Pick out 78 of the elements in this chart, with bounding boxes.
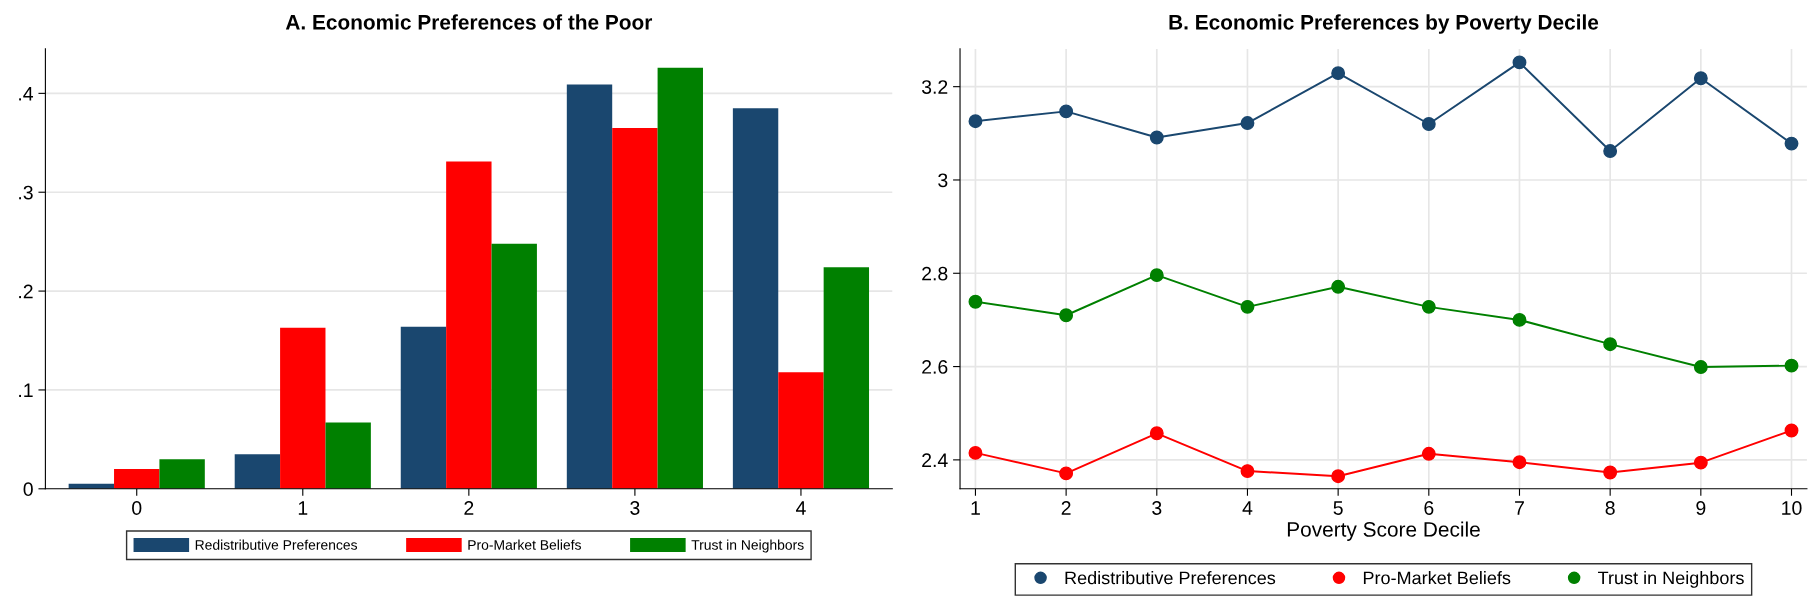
point — [1512, 455, 1527, 470]
y-tick-label: 2.4 — [922, 453, 948, 467]
point — [1693, 455, 1708, 470]
point — [1421, 446, 1436, 461]
bar — [400, 326, 447, 489]
y-tick-label: .4 — [19, 87, 34, 101]
x-tick-label: 8 — [1605, 501, 1615, 515]
bar — [823, 267, 870, 489]
bar — [612, 127, 658, 489]
point — [1603, 465, 1618, 480]
bar — [566, 84, 613, 489]
chart-title: A. Economic Preferences of the Poor — [285, 14, 653, 30]
bar — [159, 459, 205, 489]
point — [1059, 104, 1074, 119]
point — [968, 294, 983, 309]
y-tick-label: 2.8 — [922, 266, 948, 281]
point — [1331, 469, 1346, 484]
bar — [446, 161, 492, 489]
legend-label: Redistributive Preferences — [195, 539, 358, 550]
x-tick-label: 0 — [132, 501, 142, 515]
x-tick-label: 2 — [464, 501, 474, 515]
point — [1693, 360, 1708, 374]
point — [1240, 299, 1255, 314]
point — [1603, 144, 1618, 158]
point — [1240, 464, 1255, 479]
point — [1149, 426, 1164, 441]
point — [1421, 117, 1436, 131]
y-tick-label: .2 — [19, 284, 33, 299]
x-tick-label: 6 — [1424, 501, 1434, 515]
point — [968, 114, 983, 129]
point — [1149, 130, 1164, 145]
x-tick-label: 9 — [1696, 501, 1706, 515]
point — [968, 445, 983, 460]
x-tick-label: 7 — [1515, 501, 1524, 515]
x-axis-title: Poverty Score Decile — [1287, 521, 1480, 541]
legend-label: Trust in Neighbors — [691, 539, 804, 553]
bar — [657, 67, 703, 489]
bar — [234, 454, 281, 489]
x-tick-label: 3 — [630, 501, 640, 515]
point — [1784, 423, 1799, 438]
legend-label: Pro-Market Beliefs — [468, 539, 581, 550]
point — [1331, 66, 1346, 81]
y-tick-label: .1 — [19, 383, 33, 397]
x-tick-label: 1 — [971, 501, 980, 515]
bar — [114, 469, 160, 489]
point — [1331, 279, 1346, 294]
x-tick-label: 10 — [1782, 501, 1802, 515]
chart-title: B. Economic Preferences by Poverty Decile — [1169, 14, 1599, 34]
bar — [778, 372, 824, 489]
point — [1059, 466, 1074, 481]
y-tick-label: 2.6 — [922, 360, 948, 374]
y-tick-label: .3 — [19, 185, 33, 200]
point — [1603, 337, 1618, 352]
point — [1149, 268, 1164, 283]
point — [1693, 71, 1708, 86]
legend-label: Pro-Market Beliefs — [1363, 571, 1511, 585]
bar — [325, 422, 371, 489]
point — [1421, 299, 1436, 314]
point — [1512, 312, 1527, 327]
legend-label: Trust in Neighbors — [1598, 571, 1744, 588]
x-tick-label: 3 — [1152, 501, 1162, 515]
bar — [732, 108, 779, 489]
bar — [280, 327, 326, 489]
bar — [491, 243, 537, 489]
x-tick-label: 2 — [1061, 501, 1071, 515]
point — [1512, 55, 1527, 70]
y-tick-label: 3.2 — [921, 80, 948, 94]
x-tick-label: 4 — [1242, 501, 1253, 515]
x-tick-label: 1 — [298, 501, 308, 515]
point — [1784, 136, 1799, 151]
point — [1059, 308, 1074, 323]
x-tick-label: 4 — [795, 501, 806, 515]
y-tick-label: 3 — [938, 173, 948, 188]
x-tick-label: 5 — [1333, 501, 1343, 515]
y-tick-label: 0 — [23, 482, 33, 497]
point — [1240, 116, 1255, 131]
legend-label: Redistributive Preferences — [1065, 571, 1276, 585]
point — [1784, 358, 1799, 373]
